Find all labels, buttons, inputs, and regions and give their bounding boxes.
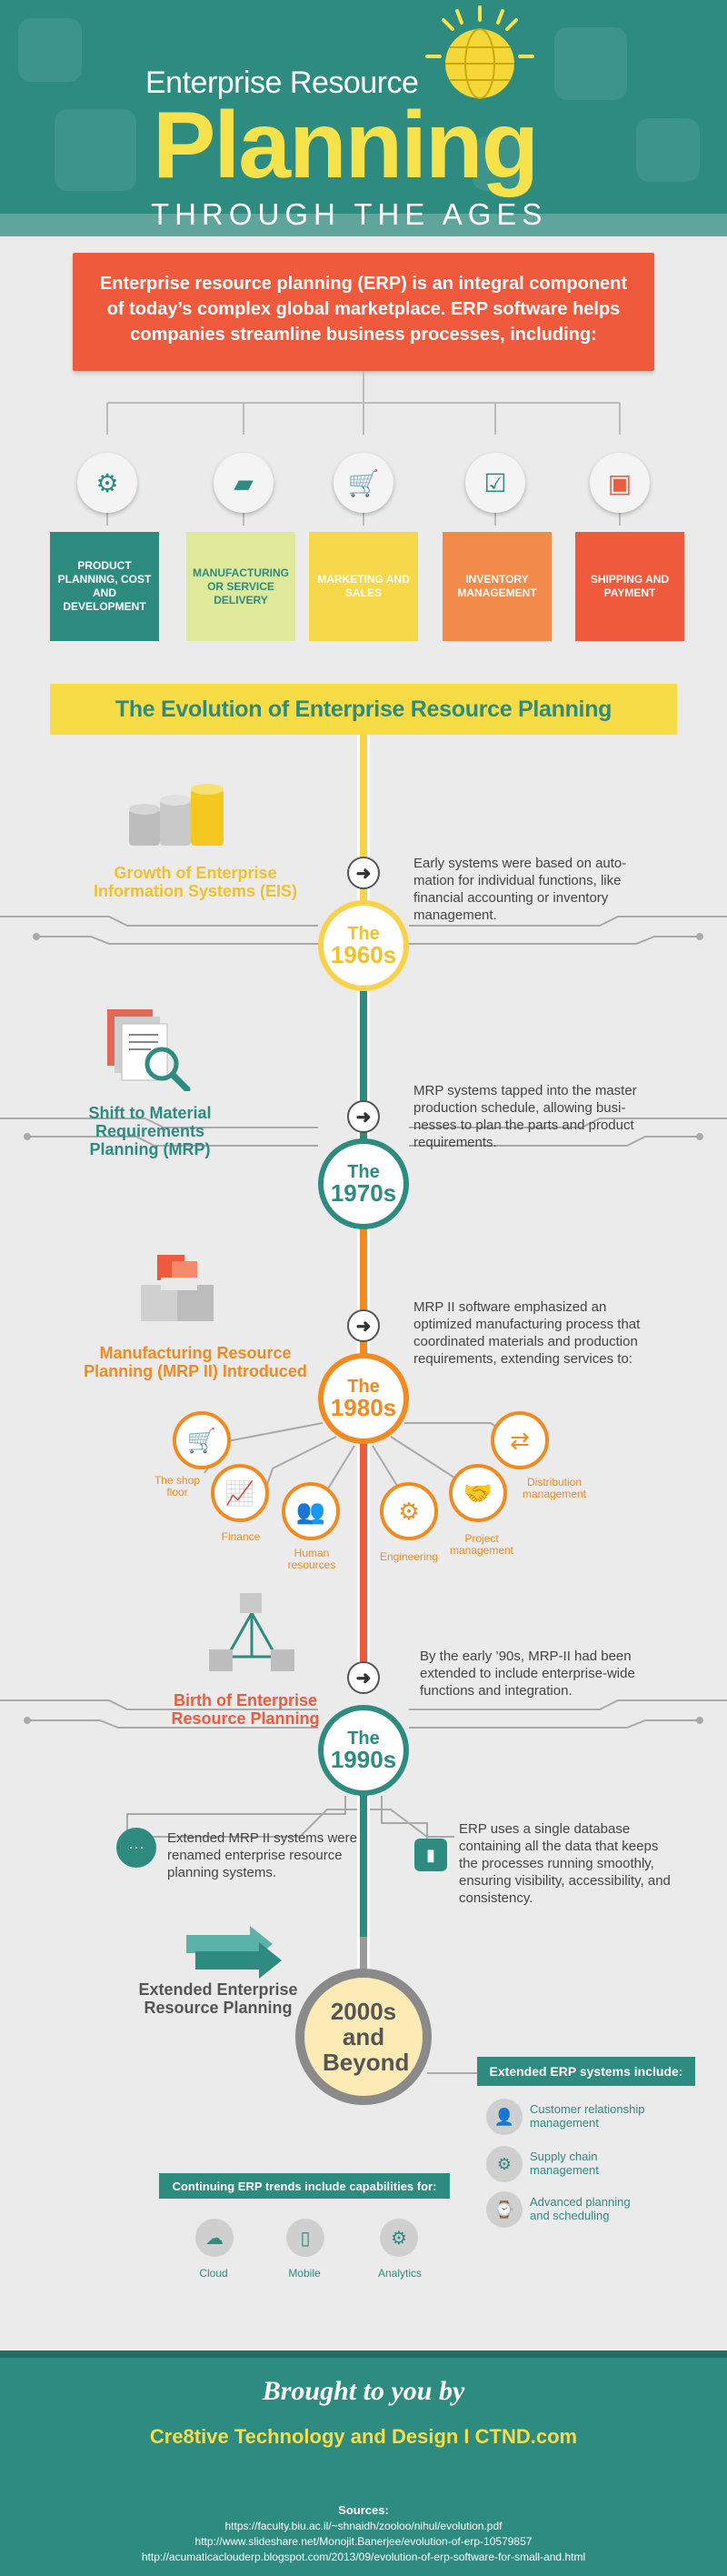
footer: Brought to you by Cre8tive Technology an… <box>0 2350 727 2576</box>
title-big: Planning <box>153 93 539 198</box>
clipboard-icon: ☑ <box>465 453 525 513</box>
distribution-icon: ⇄ <box>491 1411 549 1469</box>
shop-floor-icon: 🛒 <box>173 1411 231 1469</box>
trend-mobile: Mobile <box>288 2267 321 2280</box>
crm-icon: 👤 <box>486 2099 523 2135</box>
company-name: Cre8tive Technology and Design I CTND.co… <box>149 2425 578 2448</box>
hand-truck-icon: ▣ <box>590 453 650 513</box>
cloud-icon: ☁ <box>195 2219 234 2257</box>
cart-icon: 🛒 <box>334 453 393 513</box>
mobile-icon: ▯ <box>286 2219 324 2257</box>
globe-icon <box>425 5 534 99</box>
evolution-banner: The Evolution of Enterprise Resource Pla… <box>50 684 677 735</box>
service-shop-floor: The shop floor <box>154 1474 201 1498</box>
finance-icon: 📈 <box>211 1464 269 1522</box>
sources-label: Sources: <box>338 2503 389 2517</box>
arrow-right-icon: ➜ <box>347 1661 380 1694</box>
ext-item-crm: Customer relationship management <box>530 2102 645 2130</box>
extended-erp-header: Extended ERP systems include: <box>477 2057 695 2086</box>
double-arrow-icon <box>186 1926 282 1979</box>
source-link-3[interactable]: http://acumaticaclouderp.blogspot.com/20… <box>141 2551 586 2563</box>
trend-cloud: Cloud <box>199 2267 228 2280</box>
ext-item-planning: Advanced planning and scheduling <box>530 2195 631 2222</box>
title-small: Enterprise Resource <box>145 65 419 100</box>
nineties-right-text: ERP uses a single database containing al… <box>459 1821 671 1906</box>
planning-icon: ⌚ <box>486 2191 523 2228</box>
timeline-spine-1960s <box>357 735 370 927</box>
brought-by-text: Brought to you by <box>262 2376 465 2406</box>
analytics-icon: ⚙ <box>380 2219 418 2257</box>
service-finance: Finance <box>221 1530 261 1543</box>
trend-analytics: Analytics <box>377 2267 423 2280</box>
intro-box: Enterprise resource planning (ERP) is an… <box>73 253 654 371</box>
network-pyramid-icon <box>209 1593 294 1671</box>
extended-connectors <box>427 2072 477 2074</box>
arrow-right-icon: ➜ <box>347 857 380 889</box>
era-1990s-desc: By the early ’90s, MRP-II had been exten… <box>420 1649 635 1699</box>
service-project-management: Project management <box>449 1532 514 1557</box>
category-product-planning: PRODUCT PLANNING, COST AND DEVELOPMENT <box>50 532 159 641</box>
arrow-right-icon: ➜ <box>347 1309 380 1342</box>
category-marketing: MARKETING AND SALES <box>309 532 418 641</box>
era-1980s-title: Manufacturing Resource Planning (MRP II)… <box>84 1344 307 1380</box>
arrow-right-icon: ➜ <box>347 1100 380 1133</box>
nineties-left-text: Extended MRP II systems were renamed ent… <box>167 1830 357 1880</box>
truck-icon: ▰ <box>214 453 274 513</box>
beyond-title: Extended Enterprise Resource Planning <box>138 1980 298 2017</box>
human-resources-icon: 👥 <box>282 1482 340 1540</box>
decade-1970s-badge: The 1970s <box>318 1138 409 1229</box>
decade-1960s-badge: The 1960s <box>318 900 409 991</box>
era-1960s-title: Growth of Enterprise Information Systems… <box>93 864 298 900</box>
database-small-icon: ▮ <box>414 1839 447 1871</box>
decade-1990s-badge: The 1990s <box>318 1705 409 1796</box>
era-1970s-desc: MRP systems tapped into the master produ… <box>413 1083 637 1150</box>
cubes-icon <box>141 1255 214 1321</box>
gear-icon: ⚙ <box>77 453 137 513</box>
category-shipping: SHIPPING AND PAYMENT <box>575 532 684 641</box>
header-band: Enterprise Resource Planning THROUGH THE… <box>0 0 727 236</box>
category-manufacturing: MANUFACTURING OR SERVICE DELIVERY <box>186 532 295 641</box>
category-inventory: INVENTORY MANAGEMENT <box>443 532 552 641</box>
service-distribution-management: Distribution management <box>522 1476 587 1500</box>
share-icon: ⋯ <box>116 1828 156 1868</box>
decade-1980s-badge: The 1980s <box>318 1353 409 1444</box>
timeline-spine-1980s-lower <box>357 1441 370 1669</box>
supply-chain-icon: ⚙ <box>486 2146 523 2182</box>
nineties-connectors <box>126 1796 428 1841</box>
decade-2000s-badge: 2000s and Beyond <box>295 1969 432 2105</box>
intro-text: Enterprise resource planning (ERP) is an… <box>99 274 628 345</box>
era-1980s-desc: MRP II software emphasized an optimized … <box>413 1299 641 1367</box>
handshake-icon: 🤝 <box>449 1464 507 1522</box>
trends-header: Continuing ERP trends include capabiliti… <box>159 2173 450 2199</box>
service-engineering: Engineering <box>379 1550 439 1563</box>
timeline-spine-1990s <box>357 1773 370 1937</box>
era-1990s-title: Birth of Enterprise Resource Planning <box>171 1691 320 1728</box>
service-connectors <box>204 1422 519 1524</box>
database-icon <box>129 784 224 846</box>
era-1960s-desc: Early systems were based on auto-mation … <box>413 856 627 923</box>
service-human-resources: Human resources <box>287 1547 336 1571</box>
engineering-icon: ⚙ <box>380 1482 438 1540</box>
era-1970s-title: Shift to Material Requirements Planning … <box>88 1104 212 1158</box>
source-link-2[interactable]: http://www.slideshare.net/Monojit.Banerj… <box>194 2535 533 2548</box>
source-link-1[interactable]: https://faculty.biu.ac.il/~shnaidh/zoolo… <box>224 2520 503 2532</box>
title-sub: THROUGH THE AGES <box>151 197 548 231</box>
ext-item-supply-chain: Supply chain management <box>530 2150 599 2177</box>
document-search-icon <box>107 1009 191 1091</box>
